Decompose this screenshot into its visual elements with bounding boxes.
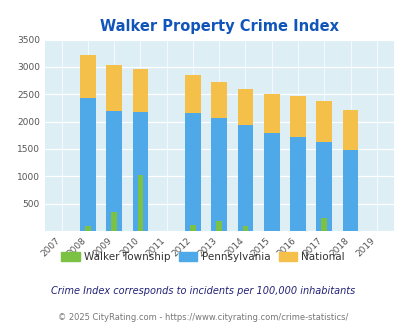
Bar: [216, 221, 222, 231]
Bar: [85, 225, 90, 231]
Bar: [321, 218, 326, 231]
Bar: [132, 69, 148, 231]
Text: © 2025 CityRating.com - https://www.cityrating.com/crime-statistics/: © 2025 CityRating.com - https://www.city…: [58, 313, 347, 322]
Bar: [80, 98, 96, 231]
Bar: [185, 75, 200, 231]
Bar: [315, 101, 331, 231]
Bar: [290, 96, 305, 231]
Bar: [111, 212, 117, 231]
Bar: [190, 225, 195, 231]
Bar: [342, 149, 358, 231]
Bar: [237, 125, 253, 231]
Bar: [106, 111, 122, 231]
Bar: [185, 114, 200, 231]
Bar: [263, 133, 279, 231]
Bar: [211, 82, 226, 231]
Text: Crime Index corresponds to incidents per 100,000 inhabitants: Crime Index corresponds to incidents per…: [51, 286, 354, 296]
Bar: [237, 89, 253, 231]
Bar: [315, 142, 331, 231]
Legend: Walker Township, Pennsylvania, National: Walker Township, Pennsylvania, National: [57, 248, 348, 266]
Bar: [106, 65, 122, 231]
Bar: [137, 175, 143, 231]
Bar: [211, 118, 226, 231]
Bar: [80, 55, 96, 231]
Title: Walker Property Crime Index: Walker Property Crime Index: [100, 19, 338, 34]
Bar: [263, 94, 279, 231]
Bar: [342, 110, 358, 231]
Bar: [242, 225, 247, 231]
Bar: [290, 137, 305, 231]
Bar: [132, 112, 148, 231]
